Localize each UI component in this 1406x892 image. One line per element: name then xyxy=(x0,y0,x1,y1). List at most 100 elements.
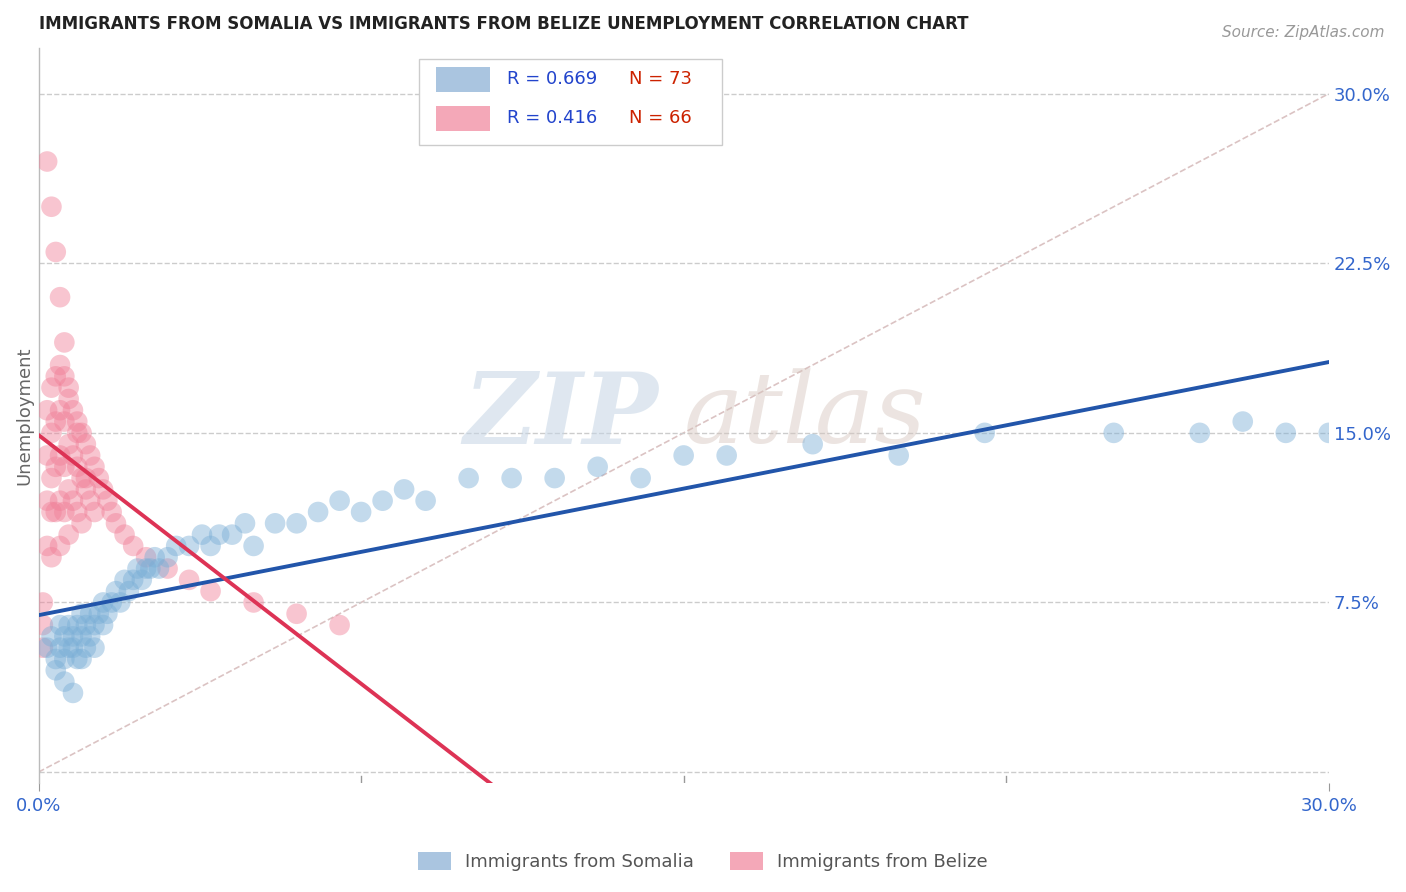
Point xyxy=(37,640,59,655)
Point xyxy=(91,483,114,497)
Point xyxy=(66,425,89,440)
Point xyxy=(83,459,105,474)
Point xyxy=(31,618,53,632)
Point xyxy=(41,505,63,519)
Point xyxy=(79,607,101,621)
Point xyxy=(58,437,80,451)
Point xyxy=(672,449,695,463)
Point xyxy=(45,663,67,677)
Point xyxy=(716,449,738,463)
Point xyxy=(75,618,97,632)
Point xyxy=(37,403,59,417)
Point xyxy=(122,539,145,553)
Point xyxy=(96,493,118,508)
Point xyxy=(37,539,59,553)
Point xyxy=(70,652,93,666)
Point xyxy=(62,493,84,508)
Point xyxy=(329,493,352,508)
Point xyxy=(41,200,63,214)
Point xyxy=(53,652,76,666)
Point xyxy=(91,618,114,632)
Point xyxy=(45,652,67,666)
Point xyxy=(264,516,287,531)
Text: N = 66: N = 66 xyxy=(630,109,692,128)
Point xyxy=(58,618,80,632)
Point xyxy=(45,369,67,384)
Point xyxy=(233,516,256,531)
Point xyxy=(104,584,127,599)
Point xyxy=(114,527,136,541)
Point xyxy=(177,573,200,587)
Point xyxy=(139,561,162,575)
Point xyxy=(53,415,76,429)
FancyBboxPatch shape xyxy=(436,67,491,92)
Point xyxy=(131,573,153,587)
Point xyxy=(66,415,89,429)
Point xyxy=(221,527,243,541)
Point xyxy=(62,629,84,643)
Point xyxy=(122,573,145,587)
Point xyxy=(1232,415,1254,429)
Point xyxy=(1188,425,1211,440)
Point xyxy=(110,595,132,609)
Text: R = 0.669: R = 0.669 xyxy=(508,70,598,88)
Point xyxy=(58,527,80,541)
Point xyxy=(143,550,166,565)
Point xyxy=(96,607,118,621)
Point xyxy=(75,640,97,655)
Point xyxy=(37,493,59,508)
Point xyxy=(87,471,110,485)
Point xyxy=(45,244,67,259)
Y-axis label: Unemployment: Unemployment xyxy=(15,347,32,485)
Point xyxy=(543,471,565,485)
Point xyxy=(118,584,141,599)
Point xyxy=(156,561,179,575)
Point xyxy=(208,527,231,541)
Point xyxy=(307,505,329,519)
Point xyxy=(53,629,76,643)
Point xyxy=(70,516,93,531)
Point xyxy=(501,471,523,485)
Point xyxy=(49,449,72,463)
Point xyxy=(973,425,995,440)
Point xyxy=(177,539,200,553)
Point xyxy=(70,629,93,643)
Text: N = 73: N = 73 xyxy=(630,70,693,88)
Point xyxy=(66,652,89,666)
Point xyxy=(66,459,89,474)
Point xyxy=(200,584,222,599)
Point xyxy=(79,449,101,463)
Point xyxy=(127,561,149,575)
Point xyxy=(79,493,101,508)
Point xyxy=(41,550,63,565)
Point xyxy=(62,640,84,655)
Legend: Immigrants from Somalia, Immigrants from Belize: Immigrants from Somalia, Immigrants from… xyxy=(411,845,995,879)
Point xyxy=(148,561,170,575)
Point xyxy=(41,381,63,395)
Point xyxy=(165,539,187,553)
Point xyxy=(586,459,609,474)
Point xyxy=(392,483,415,497)
Point xyxy=(83,640,105,655)
Point xyxy=(135,550,157,565)
Point xyxy=(49,493,72,508)
Point xyxy=(87,607,110,621)
Point xyxy=(58,392,80,406)
Point xyxy=(45,415,67,429)
Point xyxy=(45,505,67,519)
Point xyxy=(75,483,97,497)
Text: ZIP: ZIP xyxy=(463,368,658,464)
Point xyxy=(53,674,76,689)
Text: IMMIGRANTS FROM SOMALIA VS IMMIGRANTS FROM BELIZE UNEMPLOYMENT CORRELATION CHART: IMMIGRANTS FROM SOMALIA VS IMMIGRANTS FR… xyxy=(38,15,969,33)
Point xyxy=(1102,425,1125,440)
Point xyxy=(242,595,264,609)
Point xyxy=(285,516,308,531)
Point xyxy=(371,493,394,508)
Point xyxy=(70,607,93,621)
Point xyxy=(66,618,89,632)
Point xyxy=(457,471,479,485)
Point xyxy=(49,640,72,655)
Point xyxy=(91,595,114,609)
Point xyxy=(31,595,53,609)
Point xyxy=(49,539,72,553)
